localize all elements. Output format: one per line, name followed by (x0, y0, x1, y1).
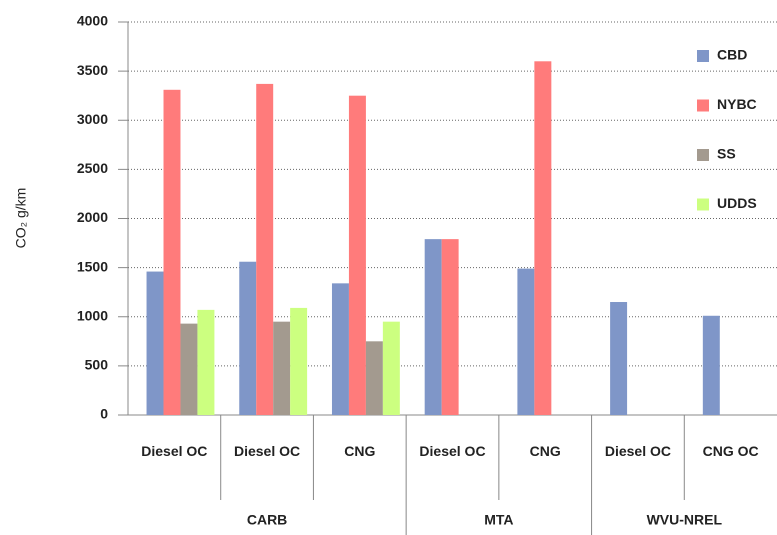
bar (163, 89, 181, 415)
x-tick-label: CNG OC (702, 443, 759, 459)
bar (290, 307, 308, 415)
legend-swatch (697, 99, 709, 112)
group-label: WVU-NREL (647, 512, 723, 528)
bar (331, 283, 349, 415)
legend-swatch (697, 149, 709, 161)
bar (424, 239, 442, 415)
y-tick-label: 2000 (77, 209, 108, 225)
x-tick-label: CNG (344, 443, 376, 459)
bar (239, 261, 257, 415)
bar (441, 239, 459, 415)
legend-label: UDDS (717, 195, 757, 211)
bar (534, 61, 552, 416)
bar (146, 271, 164, 415)
x-tick-label: Diesel OC (141, 443, 208, 459)
x-tick-label: Diesel OC (233, 443, 301, 459)
bar (382, 321, 400, 415)
legend-swatch (697, 198, 709, 211)
bar (517, 268, 535, 415)
legend-label: NYBC (717, 96, 757, 112)
bar (256, 83, 274, 416)
y-tick-label: 1000 (77, 307, 108, 323)
bar (180, 323, 198, 415)
y-tick-label: 1500 (77, 258, 108, 274)
bar (365, 341, 383, 415)
y-tick-label: 3500 (77, 62, 108, 78)
y-tick-label: 3000 (77, 111, 108, 127)
y-tick-label: 500 (85, 357, 109, 373)
y-tick-label: 2500 (77, 160, 108, 176)
legend-swatch (697, 50, 709, 62)
x-tick-label: Diesel OC (604, 443, 671, 459)
group-label: CARB (247, 512, 287, 528)
y-tick-label: 0 (100, 406, 108, 422)
x-tick-label: CNG (529, 443, 561, 459)
x-tick-label: Diesel OC (419, 443, 486, 459)
bar (197, 309, 215, 415)
legend-label: CBD (717, 47, 747, 63)
y-axis-label: CO₂ g/km (13, 188, 29, 249)
legend-label: SS (717, 146, 736, 162)
bar (348, 95, 366, 415)
y-tick-label: 4000 (77, 13, 108, 29)
bar (610, 302, 628, 415)
bar (273, 321, 291, 415)
bar (702, 315, 720, 415)
group-label: MTA (484, 512, 513, 528)
